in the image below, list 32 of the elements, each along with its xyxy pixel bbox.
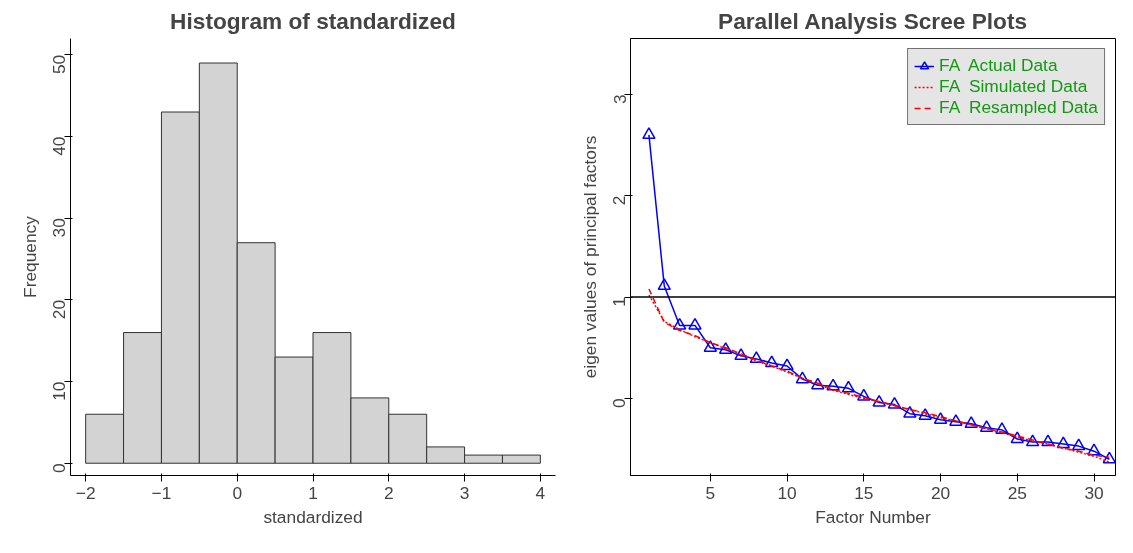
x-tick-label: 15 bbox=[854, 482, 874, 503]
x-axis-title: Factor Number bbox=[815, 506, 932, 527]
legend-label: FA Resampled Data bbox=[939, 97, 1098, 118]
x-tick-label: 1 bbox=[308, 482, 318, 503]
x-tick-label: 2 bbox=[383, 482, 394, 503]
x-axis-title: standardized bbox=[263, 506, 363, 527]
y-tick-label: 2 bbox=[609, 195, 630, 206]
x-tick-label: 5 bbox=[705, 482, 716, 503]
x-tick-label: 20 bbox=[930, 482, 951, 503]
y-tick-label: 20 bbox=[49, 299, 70, 320]
legend-label: FA Simulated Data bbox=[939, 76, 1088, 97]
y-tick-label: 1 bbox=[609, 297, 630, 307]
x-tick-label: 30 bbox=[1084, 482, 1104, 503]
y-tick-label: 50 bbox=[49, 54, 70, 75]
legend-label: FA Actual Data bbox=[939, 55, 1058, 76]
y-tick-label: 0 bbox=[49, 463, 70, 473]
x-tick-label: 25 bbox=[1007, 482, 1027, 503]
chart-title: Histogram of standardized bbox=[170, 7, 456, 34]
x-tick-label: 10 bbox=[777, 482, 797, 503]
chart-title: Parallel Analysis Scree Plots bbox=[718, 7, 1028, 34]
y-axis-title: Frequency bbox=[19, 215, 40, 298]
y-tick-label: 3 bbox=[609, 94, 630, 104]
x-tick-label: 4 bbox=[535, 482, 546, 503]
y-tick-label: 10 bbox=[49, 381, 70, 401]
y-axis-title: eigen values of principal factors bbox=[579, 135, 600, 379]
y-tick-label: 0 bbox=[609, 398, 630, 409]
y-tick-label: 40 bbox=[49, 136, 70, 156]
y-tick-label: 30 bbox=[49, 218, 70, 238]
x-tick-label: −1 bbox=[151, 482, 172, 503]
x-tick-label: −2 bbox=[75, 482, 96, 503]
x-tick-label: 3 bbox=[459, 482, 470, 503]
x-tick-label: 0 bbox=[232, 482, 243, 503]
